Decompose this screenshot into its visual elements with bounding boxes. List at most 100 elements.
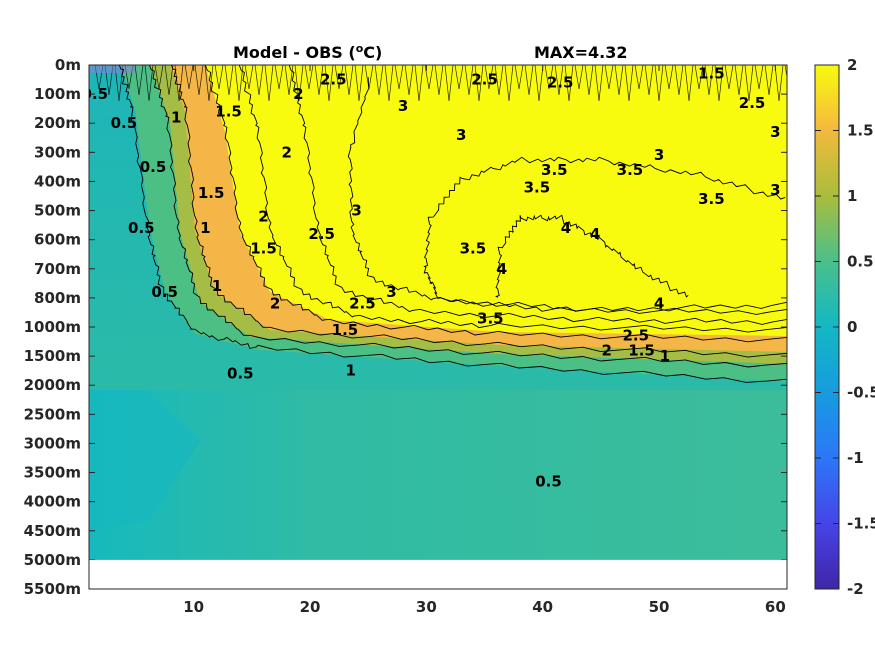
y-tick-label: 2500m bbox=[24, 405, 81, 423]
contour-line bbox=[288, 65, 787, 325]
x-tick-label: 30 bbox=[416, 598, 437, 616]
contour-label: 1.5 bbox=[332, 321, 359, 339]
contour-label: 2 bbox=[293, 85, 303, 103]
x-tick-label: 10 bbox=[183, 598, 204, 616]
surface-noise bbox=[90, 65, 787, 102]
contour-label: 0.5 bbox=[227, 365, 254, 383]
y-tick-label: 200m bbox=[34, 114, 81, 132]
contour-line bbox=[148, 65, 787, 368]
contour-label: 0.5 bbox=[111, 114, 138, 132]
contour-label: 0.5 bbox=[140, 158, 167, 176]
contour-label: 1 bbox=[200, 219, 210, 237]
contour-label: 3 bbox=[351, 202, 361, 220]
x-axis: 10 20 30 40 50 60 bbox=[183, 65, 786, 616]
x-tick-label: 20 bbox=[300, 598, 321, 616]
y-tick-label: 5000m bbox=[24, 551, 81, 569]
contour-label: 2.5 bbox=[739, 94, 766, 112]
chart-title: Model - OBS (oC) bbox=[233, 42, 382, 62]
colorbar-tick-label: 1.5 bbox=[847, 122, 874, 140]
contour-label: 3.5 bbox=[541, 161, 568, 179]
contour-label: 2.5 bbox=[308, 225, 335, 243]
contour-label: 0.5 bbox=[128, 219, 155, 237]
contour-label: 2 bbox=[601, 341, 611, 359]
contour-label: 3.5 bbox=[477, 309, 504, 327]
contour-label: 3 bbox=[456, 126, 466, 144]
x-tick-label: 50 bbox=[649, 598, 670, 616]
y-tick-label: 5500m bbox=[24, 580, 81, 598]
y-tick-label: 1500m bbox=[24, 347, 81, 365]
contour-label: 1.5 bbox=[628, 341, 655, 359]
x-tick-label: 40 bbox=[532, 598, 553, 616]
y-tick-label: 100m bbox=[34, 85, 81, 103]
y-tick-label: 3000m bbox=[24, 434, 81, 452]
contour-label: 4 bbox=[561, 219, 571, 237]
contour-line bbox=[423, 156, 787, 312]
contour-label: 3 bbox=[398, 97, 408, 115]
contour-label: 2 bbox=[270, 295, 280, 313]
y-tick-label: 300m bbox=[34, 143, 81, 161]
contour-label: 3.5 bbox=[460, 239, 487, 257]
y-tick-label: 700m bbox=[34, 260, 81, 278]
contour-label: 3.5 bbox=[524, 178, 551, 196]
y-tick-label: 3500m bbox=[24, 464, 81, 482]
contour-label: 3 bbox=[654, 146, 664, 164]
contour-label: 1.5 bbox=[250, 239, 277, 257]
contour-label: 3 bbox=[770, 181, 780, 199]
contour-label: 3.5 bbox=[698, 190, 725, 208]
contour-line bbox=[204, 65, 787, 343]
contour-label: 1 bbox=[346, 362, 356, 380]
y-tick-label: 0m bbox=[55, 56, 81, 74]
contour-label: 2 bbox=[282, 143, 292, 161]
deep-teal-patch bbox=[89, 380, 200, 530]
contour-line bbox=[347, 77, 787, 315]
contour-label: 3 bbox=[386, 283, 396, 301]
y-tick-label: 2000m bbox=[24, 376, 81, 394]
contour-line bbox=[495, 214, 689, 298]
contour-line bbox=[118, 65, 787, 383]
colorbar-tick-label: 0 bbox=[847, 318, 857, 336]
contour-line bbox=[238, 65, 787, 333]
y-tick-label: 800m bbox=[34, 289, 81, 307]
contour-label: 2 bbox=[258, 207, 268, 225]
contour-label: 2.5 bbox=[320, 71, 347, 89]
y-tick-label: 400m bbox=[34, 172, 81, 190]
y-tick-label: 1000m bbox=[24, 318, 81, 336]
max-label: MAX=4.32 bbox=[534, 43, 628, 62]
colorbar-tick-label: -0.5 bbox=[847, 384, 875, 402]
colorbar-tick-label: -2 bbox=[847, 580, 864, 598]
colorbar-tick-label: 1 bbox=[847, 187, 857, 205]
contour-label: 1.5 bbox=[198, 184, 225, 202]
contour-label: 2.5 bbox=[622, 327, 649, 345]
surface-teal-region bbox=[89, 65, 787, 390]
contour-label: 1.5 bbox=[698, 65, 725, 83]
contour-label: 2.5 bbox=[547, 73, 574, 91]
colorbar-tick-label: -1.5 bbox=[847, 515, 875, 533]
contour-label: 1 bbox=[212, 277, 222, 295]
y-axis: 0m 100m 200m 300m 400m 500m 600m 700m 800m 1000m 1… bbox=[24, 56, 787, 598]
colorbar-tick-label: 0.5 bbox=[847, 253, 874, 271]
y-tick-label: 4000m bbox=[24, 493, 81, 511]
y-tick-label: 4500m bbox=[24, 522, 81, 540]
contour-label: 1 bbox=[171, 108, 181, 126]
contour-label: 4 bbox=[590, 225, 600, 243]
contour-label: 2.5 bbox=[471, 71, 498, 89]
contour-label: 0.5 bbox=[82, 85, 109, 103]
contour-label: 1 bbox=[660, 347, 670, 365]
x-tick-label: 60 bbox=[765, 598, 786, 616]
contour-label: 1.5 bbox=[215, 103, 242, 121]
contour-label: 0.5 bbox=[151, 283, 178, 301]
contour-line bbox=[170, 65, 787, 358]
colorbar-tick-label: 2 bbox=[847, 56, 857, 74]
y-tick-label: 500m bbox=[34, 202, 81, 220]
contour-lines bbox=[118, 65, 787, 383]
no-data-region bbox=[89, 559, 787, 589]
contour-label: 0.5 bbox=[535, 472, 562, 490]
contour-label: 4 bbox=[497, 260, 507, 278]
colorbar-tick-label: -1 bbox=[847, 449, 864, 467]
contour-label: 3.5 bbox=[617, 161, 644, 179]
contour-label: 2.5 bbox=[349, 295, 376, 313]
contour-label: 4 bbox=[654, 295, 664, 313]
